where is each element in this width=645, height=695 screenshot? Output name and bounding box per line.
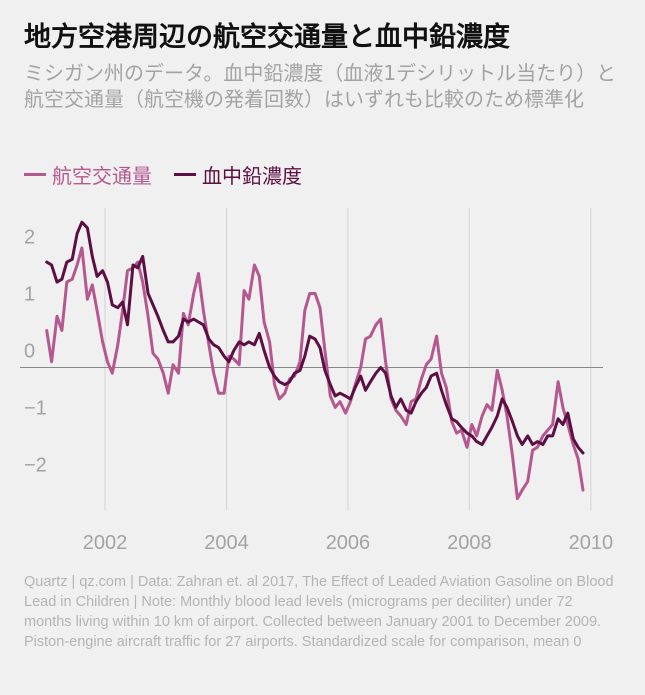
legend-swatch-traffic: [24, 172, 46, 176]
chart-title: 地方空港周辺の航空交通量と血中鉛濃度: [24, 22, 510, 53]
source-note: Quartz | qz.com | Data: Zahran et. al 20…: [24, 574, 614, 650]
y-tick-label-4: −2: [24, 454, 47, 476]
x-tick-label-1: 2004: [204, 532, 249, 554]
legend-item-traffic: 航空交通量: [24, 160, 152, 189]
series-line-lead: [45, 220, 585, 455]
x-tick-label-4: 2010: [569, 532, 614, 554]
series-line-traffic: [45, 246, 585, 501]
legend-item-lead: 血中鉛濃度: [174, 160, 302, 189]
legend: 航空交通量 血中鉛濃度: [24, 160, 324, 188]
y-tick-label-1: 1: [24, 283, 35, 305]
x-tick-label-3: 2008: [447, 532, 492, 554]
y-tick-label-3: −1: [24, 397, 47, 419]
y-tick-label-0: 2: [24, 226, 35, 248]
y-tick-label-2: 0: [24, 340, 35, 362]
legend-swatch-lead: [174, 172, 196, 176]
chart-subtitle: ミシガン州のデータ。血中鉛濃度（血液1デシリットル当たり）と航空交通量（航空機の…: [24, 61, 617, 111]
legend-label-lead: 血中鉛濃度: [202, 163, 302, 188]
x-tick-label-2: 2006: [326, 532, 371, 554]
legend-label-traffic: 航空交通量: [52, 163, 152, 188]
x-tick-label-0: 2002: [83, 532, 128, 554]
